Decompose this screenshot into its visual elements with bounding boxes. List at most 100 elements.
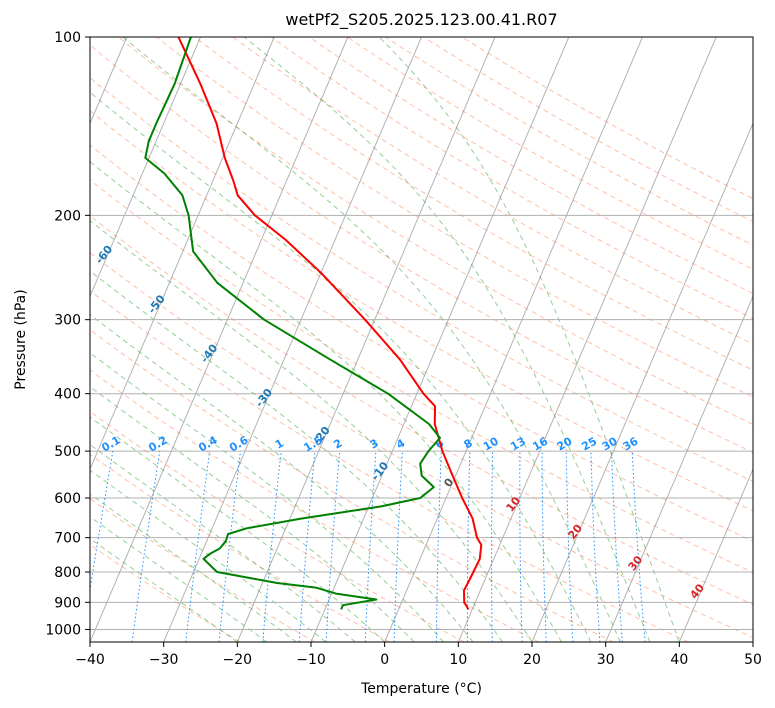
dry-adiabat [90, 498, 315, 642]
x-tick-label: 0 [380, 652, 389, 668]
mixing-ratio-label: 1 [273, 437, 286, 452]
moist-adiabat [378, 37, 680, 642]
dry-adiabat [90, 410, 465, 642]
dry-adiabat [90, 252, 753, 639]
x-tick-label: 40 [670, 652, 688, 668]
isotherm-line [531, 122, 753, 642]
moist-adiabat [90, 91, 592, 642]
isotherm-line [457, 37, 717, 642]
dry-adiabat [118, 37, 753, 425]
y-tick-label: 1000 [45, 622, 81, 638]
dry-adiabat [90, 290, 689, 642]
x-tick-label: −30 [149, 652, 179, 668]
dry-adiabat [90, 215, 753, 606]
dry-adiabat [423, 37, 753, 223]
dry-adiabat [90, 144, 753, 542]
moist-adiabat [90, 537, 238, 642]
isotherm-label: -80 [0, 152, 7, 176]
isotherm-line [90, 37, 201, 298]
x-tick-label: 50 [744, 652, 762, 668]
moist-adiabat [90, 469, 327, 642]
moist-adiabat [90, 516, 268, 642]
y-tick-label: 100 [54, 30, 81, 46]
temperature-profile [177, 37, 483, 610]
isotherm-line [384, 37, 643, 642]
dry-adiabat [90, 369, 540, 642]
dry-adiabat [90, 44, 753, 453]
dry-adiabat [347, 37, 753, 270]
mixing-ratio-line [631, 451, 646, 642]
mixing-ratio-line [185, 451, 211, 642]
x-tick-label: 10 [449, 652, 467, 668]
moist-adiabat [90, 416, 386, 642]
y-tick-label: 600 [54, 491, 81, 507]
dry-adiabat [461, 37, 753, 200]
isotherm-label: -60 [93, 243, 116, 267]
y-tick-label: 300 [54, 313, 81, 329]
x-tick-label: −20 [223, 652, 253, 668]
mixing-ratio-label: 8 [462, 437, 475, 452]
dry-adiabat [90, 77, 753, 482]
moist-adiabat [90, 493, 297, 642]
dry-adiabat [156, 37, 753, 398]
isotherm-line [310, 37, 570, 642]
mixing-ratio-line [262, 451, 282, 642]
moist-adiabat [90, 444, 356, 642]
isotherm-line [678, 467, 753, 642]
x-tick-label: 30 [597, 652, 615, 668]
sounding-profiles [144, 37, 483, 610]
mixing-ratio-line [519, 451, 523, 642]
dry-adiabat [90, 329, 614, 642]
x-tick-label: 20 [523, 652, 541, 668]
isotherm-line [163, 37, 422, 642]
moist-adiabat [122, 37, 621, 642]
mixing-ratio-line [466, 451, 471, 642]
mixing-ratio-line [131, 451, 161, 642]
mixing-ratio-line [90, 451, 114, 593]
mixing-ratio-line [298, 451, 316, 642]
y-tick-label: 200 [54, 208, 81, 224]
y-tick-label: 400 [54, 387, 81, 403]
dry-adiabat [90, 179, 753, 573]
moist-adiabat [90, 161, 562, 642]
mixing-ratio-label: 4 [394, 436, 407, 451]
moist-adiabat [90, 220, 533, 642]
moist-adiabat [90, 270, 503, 642]
mixing-ratio-line [325, 451, 341, 642]
mixing-ratio-line [218, 451, 241, 642]
isotherm-label: -50 [145, 292, 168, 316]
y-axis-label: Pressure (hPa) [13, 289, 29, 389]
isotherm-line [90, 37, 275, 471]
moist-adiabat [90, 313, 474, 642]
mixing-ratio-line [491, 451, 494, 642]
moist-adiabat [90, 352, 444, 642]
dewpoint-profile [144, 37, 441, 610]
isotherm-line [605, 295, 753, 642]
x-axis-label: Temperature (°C) [360, 681, 482, 697]
mixing-ratio-label: 2 [331, 437, 344, 452]
dry-adiabat [232, 37, 753, 345]
dry-adiabat [90, 543, 241, 642]
isotherm-label: -10 [369, 459, 392, 483]
dry-adiabat [308, 37, 753, 295]
mixing-ratio-line [565, 451, 574, 642]
mixing-ratio-line [590, 451, 601, 642]
dry-adiabat [270, 37, 753, 320]
isotherm-line [752, 640, 753, 642]
isotherm-label: -30 [253, 386, 276, 410]
x-tick-label: −40 [75, 652, 105, 668]
plot-frame [89, 36, 754, 643]
y-tick-label: 500 [54, 444, 81, 460]
x-axis-ticks: −40 −30 −20 −10 0 10 20 30 40 50 [75, 642, 762, 668]
mixing-ratio-line [393, 451, 403, 642]
dry-adiabat [194, 37, 753, 371]
chart-title: wetPf2_S205.2025.123.00.41.R07 [285, 10, 557, 30]
isotherm-line [236, 37, 496, 642]
isotherm-line [90, 37, 349, 642]
x-tick-label: −10 [296, 652, 326, 668]
y-tick-label: 700 [54, 531, 81, 547]
y-tick-label: 900 [54, 595, 81, 611]
moist-adiabat [243, 37, 651, 642]
dry-adiabat [385, 37, 753, 246]
